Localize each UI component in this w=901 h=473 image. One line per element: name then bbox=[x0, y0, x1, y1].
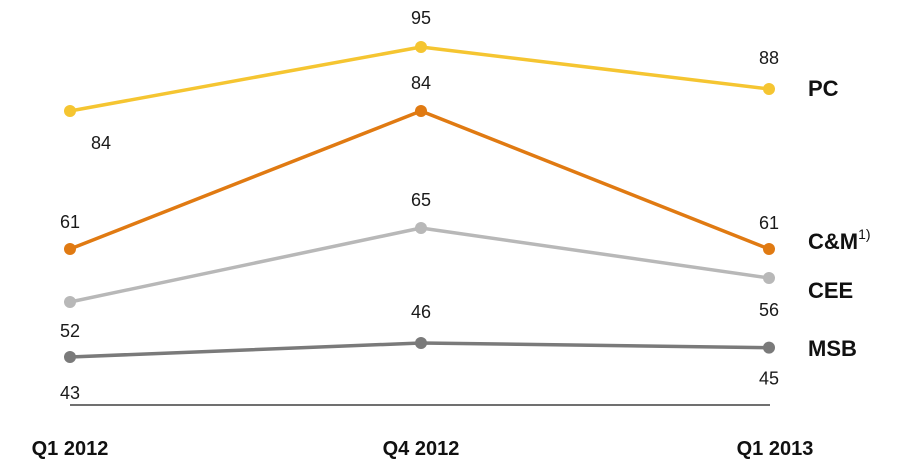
data-label: 84 bbox=[411, 73, 431, 93]
series-cee: 52 65 56 CEE bbox=[60, 190, 853, 341]
data-point bbox=[64, 296, 76, 308]
x-tick-label: Q1 2013 bbox=[737, 438, 814, 460]
series-line bbox=[69, 226, 770, 304]
series-label: CEE bbox=[808, 278, 853, 303]
series-msb: 43 46 45 MSB bbox=[60, 302, 857, 403]
data-label: 43 bbox=[60, 383, 80, 403]
data-point bbox=[415, 41, 427, 53]
data-point bbox=[763, 341, 775, 354]
data-label: 46 bbox=[411, 302, 431, 322]
data-point bbox=[763, 243, 775, 255]
x-tick-label: Q1 2012 bbox=[32, 438, 109, 460]
data-label: 61 bbox=[60, 212, 80, 232]
data-label: 84 bbox=[91, 133, 111, 153]
data-point bbox=[64, 351, 76, 363]
series-label: C&M1) bbox=[808, 226, 871, 254]
data-point bbox=[415, 337, 427, 349]
data-point bbox=[64, 243, 76, 255]
data-label: 95 bbox=[411, 8, 431, 28]
data-label: 88 bbox=[759, 48, 779, 68]
data-point bbox=[64, 105, 76, 117]
series-c-m: 61 84 61 C&M1) bbox=[60, 73, 871, 255]
data-label: 65 bbox=[411, 190, 431, 210]
data-point bbox=[415, 222, 427, 234]
series-label: MSB bbox=[808, 336, 857, 361]
data-point bbox=[415, 105, 427, 117]
series-pc: 84 95 88 PC bbox=[64, 8, 839, 153]
data-label: 45 bbox=[759, 369, 779, 389]
data-point bbox=[763, 83, 775, 95]
data-label: 52 bbox=[60, 321, 80, 341]
x-tick-label: Q4 2012 bbox=[383, 438, 460, 460]
data-label: 56 bbox=[759, 300, 779, 320]
series-label: PC bbox=[808, 76, 839, 101]
data-point bbox=[763, 272, 775, 284]
data-label: 61 bbox=[759, 213, 779, 233]
